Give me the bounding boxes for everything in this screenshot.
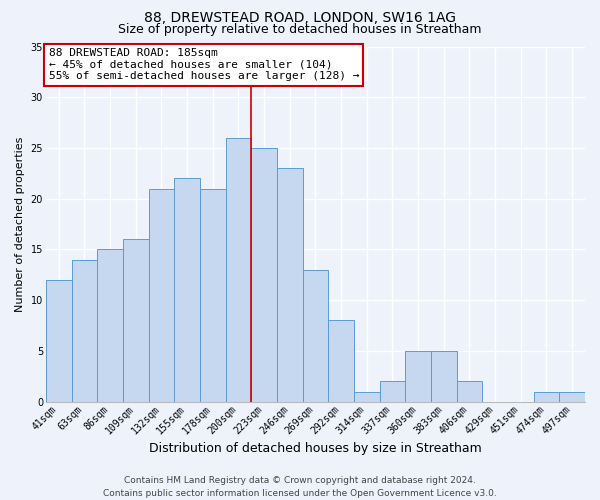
Bar bbox=[226, 138, 251, 402]
Text: Contains HM Land Registry data © Crown copyright and database right 2024.
Contai: Contains HM Land Registry data © Crown c… bbox=[103, 476, 497, 498]
Bar bbox=[302, 270, 328, 402]
Bar bbox=[149, 188, 174, 402]
Bar bbox=[405, 351, 431, 402]
Bar bbox=[46, 280, 71, 402]
Bar bbox=[277, 168, 302, 402]
Y-axis label: Number of detached properties: Number of detached properties bbox=[15, 136, 25, 312]
Bar bbox=[380, 382, 405, 402]
Bar bbox=[71, 260, 97, 402]
Bar bbox=[328, 320, 354, 402]
Bar bbox=[431, 351, 457, 402]
Bar bbox=[354, 392, 380, 402]
Bar bbox=[123, 240, 149, 402]
Bar bbox=[457, 382, 482, 402]
Text: 88 DREWSTEAD ROAD: 185sqm
← 45% of detached houses are smaller (104)
55% of semi: 88 DREWSTEAD ROAD: 185sqm ← 45% of detac… bbox=[49, 48, 359, 82]
Bar bbox=[559, 392, 585, 402]
Text: 88, DREWSTEAD ROAD, LONDON, SW16 1AG: 88, DREWSTEAD ROAD, LONDON, SW16 1AG bbox=[144, 11, 456, 25]
Bar bbox=[533, 392, 559, 402]
Text: Size of property relative to detached houses in Streatham: Size of property relative to detached ho… bbox=[118, 22, 482, 36]
Bar bbox=[200, 188, 226, 402]
Bar bbox=[251, 148, 277, 402]
X-axis label: Distribution of detached houses by size in Streatham: Distribution of detached houses by size … bbox=[149, 442, 482, 455]
Bar bbox=[97, 250, 123, 402]
Bar bbox=[174, 178, 200, 402]
